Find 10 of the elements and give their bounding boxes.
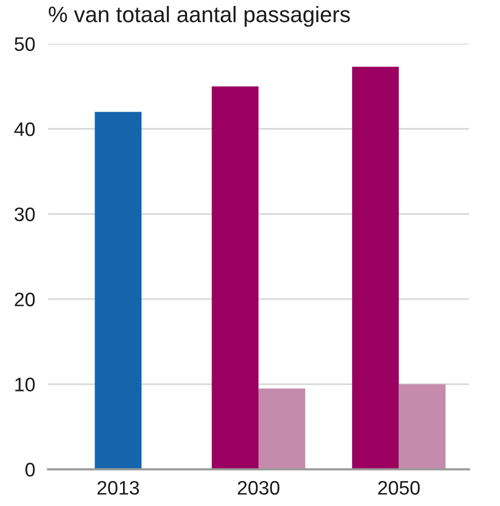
x-tick-label: 2013: [98, 480, 139, 495]
y-tick-label: 20: [14, 292, 35, 306]
y-tick-label: 30: [14, 207, 35, 222]
chart-title: % van totaal aantal passagiers: [48, 6, 350, 27]
x-tick-label: 2050: [378, 480, 420, 495]
y-tick-label: 40: [14, 122, 35, 136]
y-tick-label: 0: [25, 462, 35, 477]
x-tick-label: 2030: [238, 480, 280, 495]
y-tick-label: 10: [15, 378, 35, 392]
y-tick-label: 50: [14, 37, 35, 52]
